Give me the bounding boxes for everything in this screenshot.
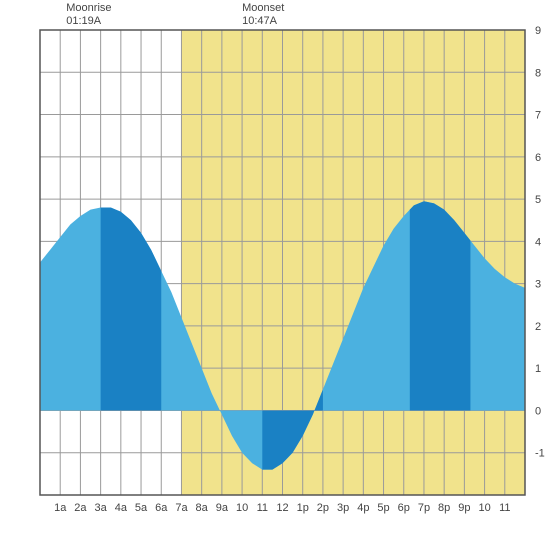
- moonset-time: 10:47A: [242, 15, 277, 27]
- svg-text:10: 10: [236, 502, 248, 514]
- svg-text:9p: 9p: [458, 502, 470, 514]
- svg-text:11: 11: [499, 502, 510, 514]
- svg-text:0: 0: [535, 405, 541, 417]
- svg-text:8p: 8p: [438, 502, 450, 514]
- svg-text:-1: -1: [535, 448, 545, 460]
- svg-text:5p: 5p: [377, 502, 389, 514]
- svg-text:3a: 3a: [95, 502, 108, 514]
- svg-text:7: 7: [535, 110, 541, 122]
- moonset-label: Moonset: [242, 2, 284, 14]
- svg-text:3p: 3p: [337, 502, 349, 514]
- svg-text:7p: 7p: [418, 502, 430, 514]
- moonrise-label: Moonrise: [66, 2, 111, 14]
- svg-text:1p: 1p: [297, 502, 309, 514]
- svg-text:4: 4: [535, 236, 541, 248]
- svg-text:2p: 2p: [317, 502, 329, 514]
- svg-text:8a: 8a: [196, 502, 209, 514]
- svg-text:9: 9: [535, 25, 541, 37]
- svg-text:7a: 7a: [175, 502, 188, 514]
- svg-text:11: 11: [257, 502, 268, 514]
- svg-text:6a: 6a: [155, 502, 168, 514]
- svg-text:2a: 2a: [74, 502, 87, 514]
- svg-text:2: 2: [535, 321, 541, 333]
- svg-text:8: 8: [535, 67, 541, 79]
- svg-text:3: 3: [535, 279, 541, 291]
- svg-text:9a: 9a: [216, 502, 229, 514]
- svg-text:12: 12: [276, 502, 288, 514]
- svg-text:4p: 4p: [357, 502, 369, 514]
- svg-text:10: 10: [478, 502, 490, 514]
- svg-text:4a: 4a: [115, 502, 128, 514]
- moonrise-time: 01:19A: [66, 15, 101, 27]
- svg-text:5: 5: [535, 194, 541, 206]
- svg-text:1a: 1a: [54, 502, 67, 514]
- chart-svg: 1a2a3a4a5a6a7a8a9a1011121p2p3p4p5p6p7p8p…: [0, 0, 550, 550]
- svg-text:5a: 5a: [135, 502, 148, 514]
- moonrise-header: Moonrise 01:19A: [66, 2, 111, 28]
- svg-text:6: 6: [535, 152, 541, 164]
- tide-chart: 1a2a3a4a5a6a7a8a9a1011121p2p3p4p5p6p7p8p…: [0, 0, 550, 550]
- moonset-header: Moonset 10:47A: [242, 2, 284, 28]
- svg-text:6p: 6p: [398, 502, 410, 514]
- svg-text:1: 1: [535, 363, 541, 375]
